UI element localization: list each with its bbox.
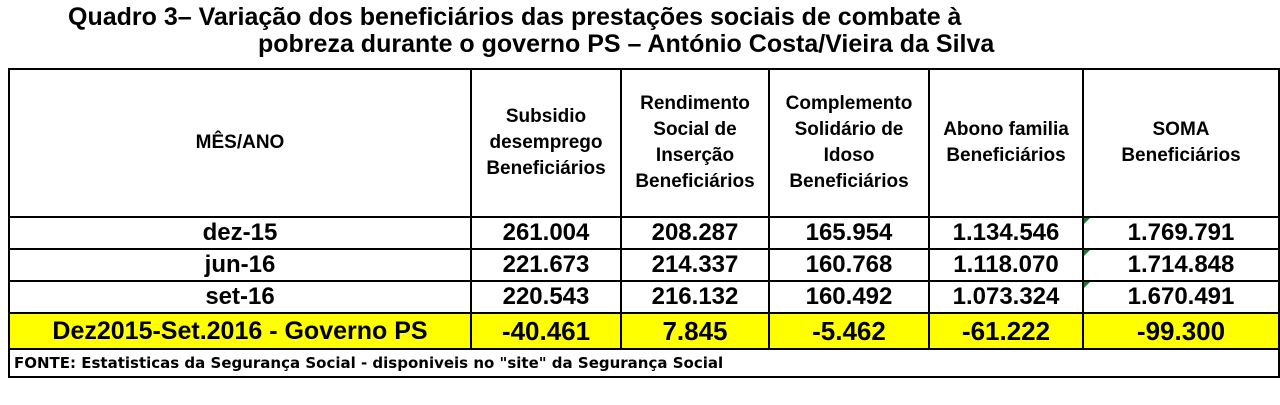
cell-rsi: 216.132 bbox=[620, 280, 770, 314]
title-line-1: Quadro 3– Variação dos beneficiários das… bbox=[68, 3, 962, 31]
cell-csi: 160.768 bbox=[768, 248, 930, 282]
header-text: Solidário de bbox=[794, 119, 904, 140]
cell-subsidio: 221.673 bbox=[470, 248, 622, 282]
table-row: jun-16 221.673 214.337 160.768 1.118.070… bbox=[8, 248, 1280, 282]
cell-rsi: 208.287 bbox=[620, 216, 770, 250]
cell-soma-value: 1.714.848 bbox=[1127, 251, 1235, 278]
total-csi: -5.462 bbox=[768, 312, 930, 350]
cell-soma: 1.714.848 bbox=[1082, 248, 1280, 282]
total-row: Dez2015-Set.2016 - Governo PS -40.461 7.… bbox=[8, 312, 1280, 350]
cell-soma-value: 1.769.791 bbox=[1127, 219, 1235, 246]
header-text: Beneficiários bbox=[1121, 145, 1241, 166]
table-row: dez-15 261.004 208.287 165.954 1.134.546… bbox=[8, 216, 1280, 250]
header-csi: Complemento Solidário de Idoso Beneficiá… bbox=[768, 68, 930, 218]
total-rsi: 7.845 bbox=[620, 312, 770, 350]
header-text: SOMA bbox=[1152, 119, 1210, 140]
header-rsi: Rendimento Social de Inserção Beneficiár… bbox=[620, 68, 770, 218]
cell-abono: 1.118.070 bbox=[928, 248, 1084, 282]
header-text: Beneficiários bbox=[946, 145, 1066, 166]
header-text: Beneficiários bbox=[635, 171, 755, 192]
header-text: Inserção bbox=[655, 145, 735, 166]
total-label: Dez2015-Set.2016 - Governo PS bbox=[8, 312, 472, 350]
header-text: desemprego bbox=[489, 132, 603, 153]
cell-mes: dez-15 bbox=[8, 216, 472, 250]
header-text: Rendimento bbox=[640, 93, 750, 114]
header-text: Beneficiários bbox=[486, 158, 606, 179]
total-soma: -99.300 bbox=[1082, 312, 1280, 350]
header-mes-ano: MÊS/ANO bbox=[8, 68, 472, 218]
header-text: Abono familia bbox=[943, 119, 1069, 140]
cell-subsidio: 220.543 bbox=[470, 280, 622, 314]
cell-csi: 160.492 bbox=[768, 280, 930, 314]
header-text: Beneficiários bbox=[789, 171, 909, 192]
total-subsidio: -40.461 bbox=[470, 312, 622, 350]
table-row: set-16 220.543 216.132 160.492 1.073.324… bbox=[8, 280, 1280, 314]
total-abono: -61.222 bbox=[928, 312, 1084, 350]
header-text: Idoso bbox=[823, 145, 875, 166]
cell-subsidio: 261.004 bbox=[470, 216, 622, 250]
header-soma: SOMA Beneficiários bbox=[1082, 68, 1280, 218]
cell-mes: jun-16 bbox=[8, 248, 472, 282]
header-text: Social de bbox=[653, 119, 737, 140]
cell-marker-icon bbox=[1084, 250, 1090, 256]
source-note: FONTE: Estatisticas da Segurança Social … bbox=[8, 348, 1280, 378]
header-text: Complemento bbox=[785, 93, 913, 114]
header-abono-familia: Abono familia Beneficiários bbox=[928, 68, 1084, 218]
beneficiaries-table: MÊS/ANO Subsidio desemprego Beneficiário… bbox=[8, 68, 1280, 378]
header-row: MÊS/ANO Subsidio desemprego Beneficiário… bbox=[8, 68, 1280, 218]
source-row: FONTE: Estatisticas da Segurança Social … bbox=[8, 348, 1280, 378]
header-subsidio-desemprego: Subsidio desemprego Beneficiários bbox=[470, 68, 622, 218]
cell-abono: 1.073.324 bbox=[928, 280, 1084, 314]
cell-mes: set-16 bbox=[8, 280, 472, 314]
title-line-2: pobreza durante o governo PS – António C… bbox=[258, 30, 995, 58]
cell-abono: 1.134.546 bbox=[928, 216, 1084, 250]
cell-soma: 1.769.791 bbox=[1082, 216, 1280, 250]
cell-marker-icon bbox=[1084, 282, 1090, 288]
header-text: Subsidio bbox=[505, 106, 587, 127]
cell-marker-icon bbox=[1084, 218, 1090, 224]
cell-csi: 165.954 bbox=[768, 216, 930, 250]
cell-soma: 1.670.491 bbox=[1082, 280, 1280, 314]
cell-soma-value: 1.670.491 bbox=[1127, 283, 1235, 310]
cell-rsi: 214.337 bbox=[620, 248, 770, 282]
